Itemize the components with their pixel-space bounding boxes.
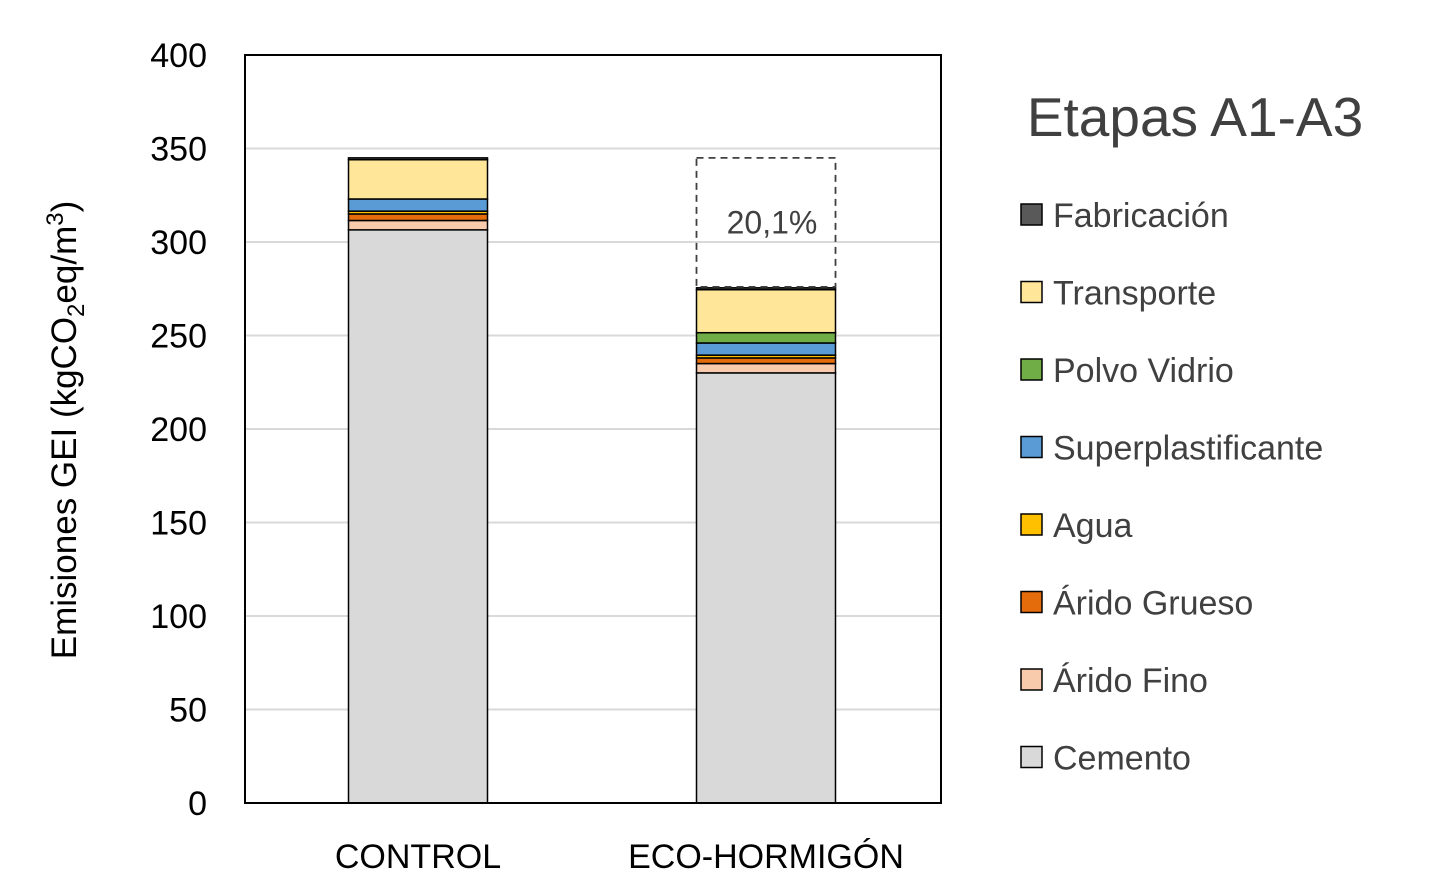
legend: Fabricación Transporte Polvo Vidrio Superpl… <box>1020 197 1323 778</box>
y-tick-label: 100 <box>150 598 207 636</box>
reduction-label: 20,1% <box>727 204 818 240</box>
legend-item-arido-fino: Árido Fino <box>1020 662 1208 700</box>
bar-segment-cemento-control <box>347 229 489 804</box>
legend-item-transporte: Transporte <box>1020 275 1216 313</box>
legend-label: Árido Grueso <box>1053 585 1253 623</box>
legend-swatch <box>1020 280 1043 304</box>
legend-label: Cemento <box>1053 740 1191 778</box>
legend-label: Árido Fino <box>1053 662 1208 700</box>
legend-swatch <box>1020 435 1043 459</box>
y-tick-label: 50 <box>169 692 207 730</box>
y-axis-label: Emisiones GEI (kgCO2eq/m3) <box>42 201 90 660</box>
legend-swatch <box>1020 745 1043 769</box>
legend-item-superplastificante: Superplastificante <box>1020 430 1323 468</box>
bar-segment-transporte-control <box>347 158 489 200</box>
chart-title: Etapas A1-A3 <box>1027 86 1363 148</box>
bar-segment-superplastificante-control <box>347 198 489 212</box>
x-tick-label: CONTROL <box>335 838 501 876</box>
x-tick-labels: CONTROL ECO-HORMIGÓN <box>335 838 904 876</box>
y-tick-label: 200 <box>150 411 207 449</box>
plot-frame <box>244 54 942 804</box>
legend-item-cemento: Cemento <box>1020 740 1191 778</box>
x-tick-label: ECO-HORMIGÓN <box>628 838 904 876</box>
legend-label: Agua <box>1053 507 1132 545</box>
bar-segment-fabricacion-eco-hormigon <box>695 287 837 291</box>
y-tick-label: 300 <box>150 224 207 262</box>
bar-segment-arido-fino-eco-hormigon <box>695 362 837 374</box>
bars <box>347 157 837 804</box>
bar-segment-arido-grueso-control <box>347 213 489 222</box>
y-tick-label: 0 <box>188 785 207 823</box>
bar-segment-arido-grueso-eco-hormigon <box>695 357 837 365</box>
bar-segment-transporte-eco-hormigon <box>695 288 837 334</box>
legend-label: Fabricación <box>1053 197 1229 235</box>
bar-segment-cemento-eco-hormigon <box>695 372 837 804</box>
legend-item-agua: Agua <box>1020 507 1132 545</box>
y-tick-labels: 0 50 100 150 200 250 300 350 400 <box>150 37 207 823</box>
reduction-box <box>695 156 837 288</box>
legend-item-polvo-vidrio: Polvo Vidrio <box>1020 352 1234 390</box>
y-tick-label: 350 <box>150 131 207 169</box>
bar-segment-polvo-vidrio-eco-hormigon <box>695 331 837 344</box>
reduction-annotation: 20,1% <box>695 156 837 288</box>
y-tick-label: 250 <box>150 318 207 356</box>
y-tick-label: 150 <box>150 505 207 543</box>
legend-swatch <box>1020 358 1043 381</box>
legend-swatch <box>1020 513 1043 536</box>
bar-segment-fabricacion-control <box>347 157 489 161</box>
legend-swatch <box>1020 668 1043 691</box>
y-tick-label: 400 <box>150 37 207 75</box>
bar-segment-arido-fino-control <box>347 219 489 231</box>
legend-item-fabricacion: Fabricación <box>1020 197 1229 235</box>
bar-segment-superplastificante-eco-hormigon <box>695 342 837 356</box>
legend-item-arido-grueso: Árido Grueso <box>1020 585 1253 623</box>
legend-label: Polvo Vidrio <box>1053 352 1234 390</box>
legend-swatch <box>1020 590 1043 614</box>
legend-label: Superplastificante <box>1053 430 1323 468</box>
legend-swatch <box>1020 203 1043 226</box>
legend-label: Transporte <box>1053 275 1216 313</box>
